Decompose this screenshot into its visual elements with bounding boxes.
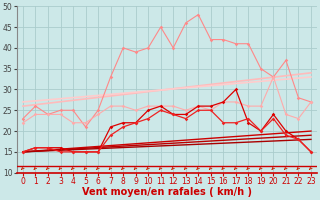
X-axis label: Vent moyen/en rafales ( km/h ): Vent moyen/en rafales ( km/h ) <box>82 187 252 197</box>
